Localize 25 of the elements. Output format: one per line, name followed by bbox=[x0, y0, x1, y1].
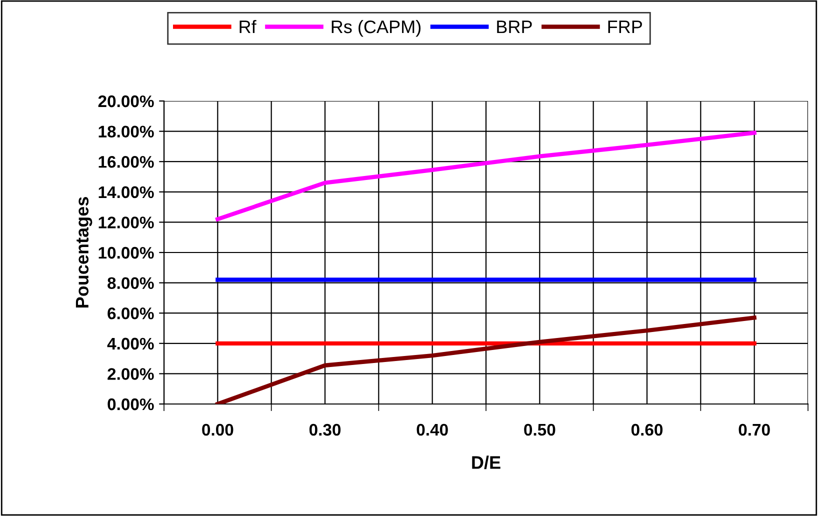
x-tick-label: 0.40 bbox=[416, 424, 448, 436]
y-tick-label: 18.00% bbox=[98, 126, 154, 138]
legend-label: BRP bbox=[497, 20, 532, 34]
y-tick-label: 2.00% bbox=[108, 368, 154, 380]
legend-label: Rs (CAPM) bbox=[332, 20, 421, 37]
x-axis-title: D/E bbox=[472, 456, 500, 470]
y-tick-label: 8.00% bbox=[108, 277, 154, 290]
y-tick-label: 10.00% bbox=[98, 246, 154, 259]
y-tick-label: 14.00% bbox=[98, 186, 154, 198]
x-tick-label: 0.70 bbox=[738, 424, 770, 436]
line-series bbox=[216, 316, 756, 404]
x-tick-label: 0.30 bbox=[309, 424, 341, 436]
x-tick-label: 0.00 bbox=[202, 424, 234, 436]
y-tick-label: 4.00% bbox=[107, 338, 154, 350]
y-tick-label: 12.00% bbox=[98, 216, 154, 228]
y-tick-label: 6.00% bbox=[108, 308, 154, 320]
y-axis-title: Poucentages bbox=[76, 197, 92, 308]
legend-label: Rf bbox=[240, 20, 256, 34]
x-tick-label: 0.50 bbox=[524, 424, 556, 436]
y-tick-label: 0.00% bbox=[108, 398, 154, 410]
line-series bbox=[216, 130, 756, 222]
legend-label: FRP bbox=[608, 20, 642, 34]
y-tick-label: 16.00% bbox=[98, 156, 154, 168]
x-tick-label: 0.60 bbox=[631, 424, 663, 436]
y-tick-label: 20.00% bbox=[98, 95, 154, 108]
